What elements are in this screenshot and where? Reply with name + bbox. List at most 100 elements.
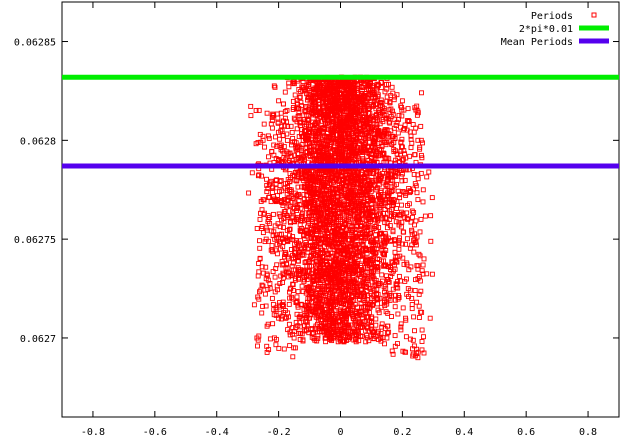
- period-point: [384, 330, 390, 336]
- period-point: [290, 98, 296, 104]
- period-point: [349, 115, 355, 121]
- period-point: [315, 335, 321, 341]
- period-point: [322, 121, 328, 127]
- period-point: [311, 244, 317, 250]
- period-point: [260, 283, 266, 289]
- period-point: [310, 119, 316, 125]
- period-point: [382, 341, 387, 347]
- period-point: [388, 114, 394, 119]
- period-point: [301, 192, 307, 198]
- period-point: [361, 173, 367, 179]
- period-point: [359, 192, 365, 198]
- period-point: [336, 103, 342, 109]
- period-point: [429, 195, 435, 201]
- period-point: [314, 304, 320, 309]
- period-point: [419, 339, 425, 344]
- period-point: [399, 157, 405, 163]
- period-point: [326, 287, 332, 293]
- period-point: [272, 84, 278, 90]
- period-point: [255, 343, 260, 349]
- period-point: [373, 236, 379, 242]
- period-point: [293, 325, 299, 331]
- period-point: [373, 115, 379, 121]
- period-point: [334, 295, 340, 301]
- period-point: [376, 225, 382, 230]
- period-point: [342, 277, 347, 283]
- period-point: [313, 309, 318, 315]
- period-point: [315, 208, 321, 214]
- period-point: [419, 309, 425, 315]
- period-point: [303, 303, 309, 309]
- period-point: [410, 337, 416, 343]
- period-point: [269, 125, 275, 131]
- period-point: [306, 130, 311, 136]
- period-point: [302, 277, 308, 283]
- period-point: [380, 250, 386, 256]
- period-point: [338, 200, 344, 206]
- period-point: [336, 151, 342, 157]
- period-point: [341, 310, 347, 316]
- period-point: [388, 293, 394, 299]
- period-point: [294, 300, 299, 305]
- period-point: [320, 286, 326, 292]
- period-point: [257, 256, 263, 262]
- period-point: [290, 255, 296, 261]
- period-point: [276, 98, 282, 104]
- period-point: [416, 315, 422, 320]
- period-point: [295, 105, 301, 111]
- period-point: [314, 149, 320, 155]
- period-point: [324, 192, 330, 198]
- period-point: [263, 264, 269, 270]
- period-point: [421, 334, 426, 340]
- period-point: [406, 118, 412, 124]
- period-point: [355, 272, 361, 278]
- period-point: [284, 107, 290, 113]
- period-point: [356, 126, 362, 132]
- period-point: [326, 284, 331, 289]
- period-point: [409, 295, 415, 301]
- period-point: [396, 239, 402, 245]
- period-point: [281, 216, 287, 221]
- period-point: [362, 246, 368, 252]
- period-point: [380, 216, 386, 222]
- period-point: [410, 353, 416, 359]
- period-point: [273, 342, 279, 348]
- period-point: [332, 229, 338, 235]
- period-point: [342, 148, 348, 154]
- period-point: [401, 261, 407, 267]
- period-point: [358, 294, 364, 299]
- period-point: [420, 199, 426, 205]
- period-point: [348, 248, 354, 253]
- period-point: [304, 310, 310, 316]
- period-point: [295, 255, 301, 261]
- period-point: [412, 328, 417, 334]
- period-point: [399, 171, 405, 177]
- period-point: [311, 179, 317, 185]
- period-point: [280, 118, 286, 124]
- period-point: [294, 206, 300, 211]
- period-point: [334, 237, 340, 243]
- period-point: [339, 285, 345, 291]
- period-point: [322, 244, 327, 250]
- period-point: [255, 173, 261, 179]
- period-point: [384, 237, 389, 243]
- period-point: [385, 177, 391, 183]
- period-point: [389, 259, 395, 265]
- period-point: [415, 355, 421, 361]
- period-point: [325, 118, 331, 124]
- period-point: [413, 242, 419, 248]
- period-point: [264, 182, 270, 188]
- period-point: [401, 126, 407, 131]
- period-point: [290, 260, 296, 266]
- period-point: [389, 84, 395, 90]
- period-point: [332, 182, 338, 188]
- period-point: [277, 304, 283, 310]
- period-point: [391, 97, 397, 103]
- period-point: [362, 146, 368, 152]
- period-point: [358, 93, 364, 99]
- period-point: [353, 255, 359, 261]
- period-point: [413, 239, 419, 245]
- period-point: [294, 119, 300, 125]
- period-point: [328, 106, 334, 112]
